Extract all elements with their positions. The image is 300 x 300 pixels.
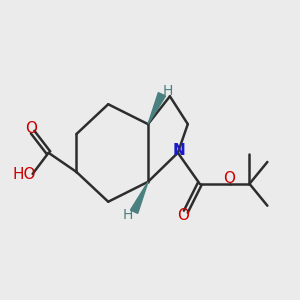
Text: H: H	[163, 84, 173, 98]
Text: N: N	[173, 143, 185, 158]
Polygon shape	[148, 93, 166, 124]
Text: O: O	[177, 208, 189, 223]
Text: HO: HO	[13, 167, 36, 182]
Text: H: H	[122, 208, 133, 222]
Polygon shape	[130, 182, 148, 213]
Text: O: O	[224, 171, 236, 186]
Text: O: O	[25, 122, 37, 136]
